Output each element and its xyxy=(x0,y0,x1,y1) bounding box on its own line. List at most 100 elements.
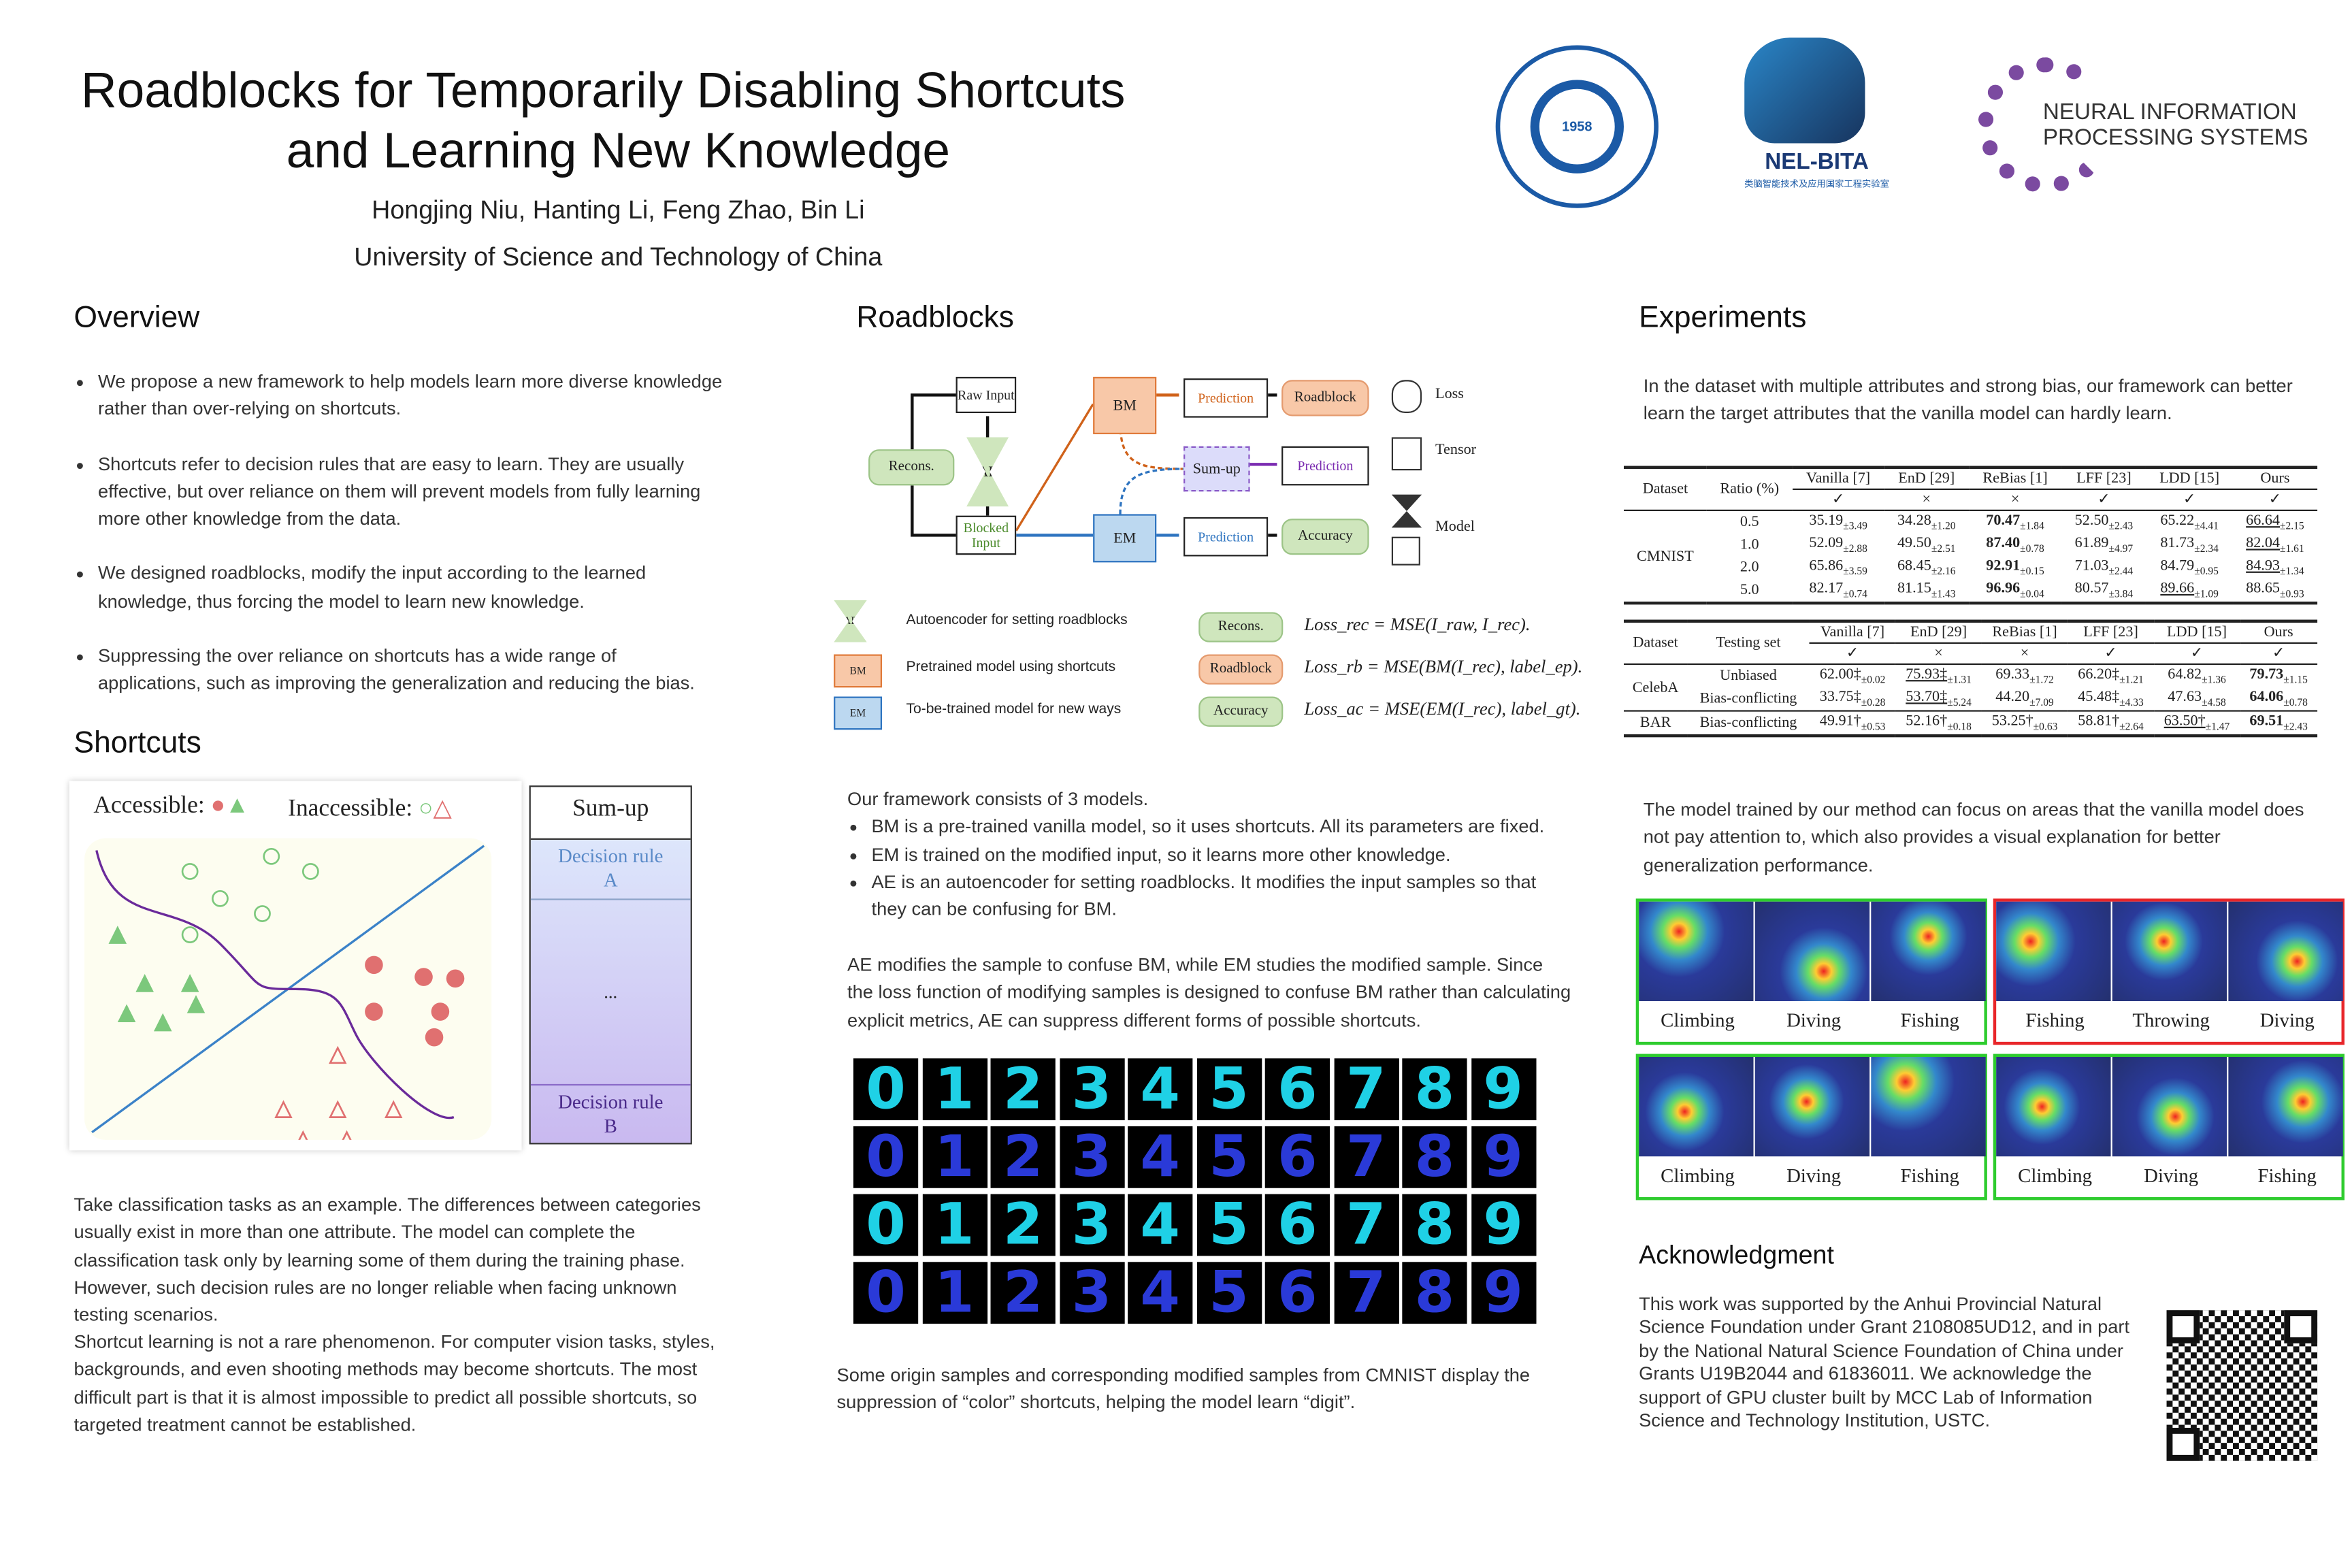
qr-code[interactable] xyxy=(2166,1310,2318,1461)
em-model: EM xyxy=(1093,514,1157,563)
digit-sample: 9 xyxy=(1471,1261,1536,1324)
loss-legend-icon xyxy=(1391,380,1422,414)
heatmap-group: Fishing Throwing Diving xyxy=(1993,898,2345,1045)
result-cell: 79.73±1.15 xyxy=(2249,666,2308,687)
digit-sample: 7 xyxy=(1333,1261,1399,1324)
dataset-cell: CelebA xyxy=(1632,679,1679,696)
result-cell: 44.20±7.09 xyxy=(1995,689,2054,709)
heatmap-label: Fishing xyxy=(1900,1009,1959,1032)
ratio-cell: 1.0 xyxy=(1740,536,1759,554)
ratio-cell: 2.0 xyxy=(1740,559,1759,576)
method-header: LDD [15] xyxy=(2146,466,2233,490)
experiments-intro: In the dataset with multiple attributes … xyxy=(1643,375,2293,425)
digit-caption: Some origin samples and corresponding mo… xyxy=(836,1364,1531,1414)
digit-sample: 3 xyxy=(1059,1058,1124,1121)
inaccessible-label: Inaccessible: xyxy=(288,796,413,822)
heatmap-grid: Climbing Diving Fishing Fishing Throwing Divi… xyxy=(1635,898,2352,1200)
result-cell: 62.00‡±0.02 xyxy=(1819,666,1886,687)
em-prediction: Prediction xyxy=(1183,517,1269,557)
method-mark: ✓ xyxy=(2190,645,2204,662)
digit-sample: 0 xyxy=(853,1058,919,1121)
method-mark: ✓ xyxy=(2183,491,2196,508)
method-header: Vanilla [7] xyxy=(1809,619,1896,644)
model-legend-label: Model xyxy=(1435,519,1475,536)
digit-sample: 0 xyxy=(853,1261,919,1324)
digit-sample: 7 xyxy=(1333,1193,1399,1256)
digit-sample: 9 xyxy=(1471,1058,1536,1121)
method-mark: ✓ xyxy=(2097,491,2110,508)
method-header: Ours xyxy=(2232,466,2318,490)
digit-sample: 7 xyxy=(1333,1058,1399,1121)
table-row: 1.0 52.09±2.88 49.50±2.51 87.40±0.78 61.89±4… xyxy=(1624,534,2317,556)
attention-heatmap xyxy=(2112,1056,2227,1157)
result-cell: 35.19±3.49 xyxy=(1809,512,1867,533)
method-header: Ours xyxy=(2240,619,2318,644)
neurips-text: NEURAL INFORMATION PROCESSING SYSTEMS xyxy=(2043,99,2308,150)
nelbita-brain-logo xyxy=(1744,37,1865,144)
roadblocks-diagram: Raw Input Recons. AE Blocked Input BM Su… xyxy=(829,359,1583,736)
neurips-line-2: PROCESSING SYSTEMS xyxy=(2042,125,2308,151)
legend-text: Pretrained model using shortcuts xyxy=(906,659,1116,676)
method-mark: ✓ xyxy=(2272,645,2285,662)
result-cell: 65.22±4.41 xyxy=(2160,512,2219,533)
heatmap-label: Fishing xyxy=(1900,1164,1959,1187)
roadblocks-heading: Roadblocks xyxy=(856,301,1014,335)
digit-sample: 9 xyxy=(1471,1126,1536,1188)
attention-heatmap xyxy=(1754,1056,1870,1157)
digit-sample: 2 xyxy=(990,1058,1056,1121)
sumup-model: Sum-up xyxy=(1183,446,1250,492)
digit-sample: 8 xyxy=(1402,1126,1467,1188)
heatmap-label: Fishing xyxy=(2025,1009,2085,1032)
digit-sample: 4 xyxy=(1128,1126,1193,1188)
recons-loss: Recons. xyxy=(868,449,955,486)
result-cell: 66.64±2.15 xyxy=(2246,512,2304,533)
framework-description: Our framework consists of 3 models. BM i… xyxy=(847,785,1571,924)
legend-text: To-be-trained model for new ways xyxy=(906,701,1122,718)
method-mark: ✓ xyxy=(1831,491,1845,508)
neurips-line-1: NEURAL INFORMATION xyxy=(2042,99,2297,125)
ustc-year: 1958 xyxy=(1530,80,1624,174)
digit-sample: 4 xyxy=(1128,1058,1193,1121)
nelbita-sub: 类脑智能技术及应用国家工程实验室 xyxy=(1744,180,1889,191)
affiliation: University of Science and Technology of … xyxy=(354,242,883,272)
result-cell: 58.81†±2.64 xyxy=(2078,713,2144,733)
framework-intro: Our framework consists of 3 models. xyxy=(847,788,1149,810)
heatmap-label: Climbing xyxy=(2018,1164,2093,1187)
digit-sample: 9 xyxy=(1471,1193,1536,1256)
digit-sample: 4 xyxy=(1128,1261,1193,1324)
result-cell: 33.75‡±0.28 xyxy=(1819,689,1886,709)
result-cell: 92.91±0.15 xyxy=(1986,557,2044,578)
decision-boundary-figure: Accessible: ●▲ Inaccessible: ○△ xyxy=(69,781,522,1151)
heatmap-label: Diving xyxy=(1786,1164,1842,1187)
digit-sample: 6 xyxy=(1264,1261,1330,1324)
digit-sample: 3 xyxy=(1059,1261,1124,1324)
result-cell: 81.73±2.34 xyxy=(2160,535,2219,555)
result-cell: 66.20‡±1.21 xyxy=(2078,666,2144,687)
result-cell: 34.28±1.20 xyxy=(1897,512,1956,533)
method-mark: × xyxy=(2020,645,2029,662)
digit-sample: 5 xyxy=(1196,1261,1262,1324)
result-cell: 88.65±0.93 xyxy=(2246,580,2304,600)
raw-input-box: Raw Input xyxy=(956,376,1017,414)
result-cell: 89.66±1.09 xyxy=(2160,580,2219,600)
digit-sample: 1 xyxy=(921,1126,987,1188)
overview-bullets: We propose a new framework to help model… xyxy=(74,368,723,725)
digit-sample: 7 xyxy=(1333,1126,1399,1188)
digit-sample: 6 xyxy=(1264,1126,1330,1188)
result-cell: 63.50†±1.47 xyxy=(2163,713,2230,733)
result-cell: 68.45±2.16 xyxy=(1897,557,1956,578)
ellipsis: ... xyxy=(604,981,618,1003)
ae-paragraph: AE modifies the sample to confuse BM, wh… xyxy=(847,954,1571,1031)
digit-sample: 3 xyxy=(1059,1126,1124,1188)
digit-sample: 2 xyxy=(990,1261,1056,1324)
col-header: Testing set xyxy=(1687,619,1810,664)
method-header: Vanilla [7] xyxy=(1792,466,1884,490)
result-cell: 81.15±1.43 xyxy=(1897,580,1956,600)
result-cell: 87.40±0.78 xyxy=(1986,535,2044,555)
digit-sample: 3 xyxy=(1059,1193,1124,1256)
ustc-logo: 1958 xyxy=(1495,45,1659,208)
result-cell: 96.96±0.04 xyxy=(1986,580,2044,600)
